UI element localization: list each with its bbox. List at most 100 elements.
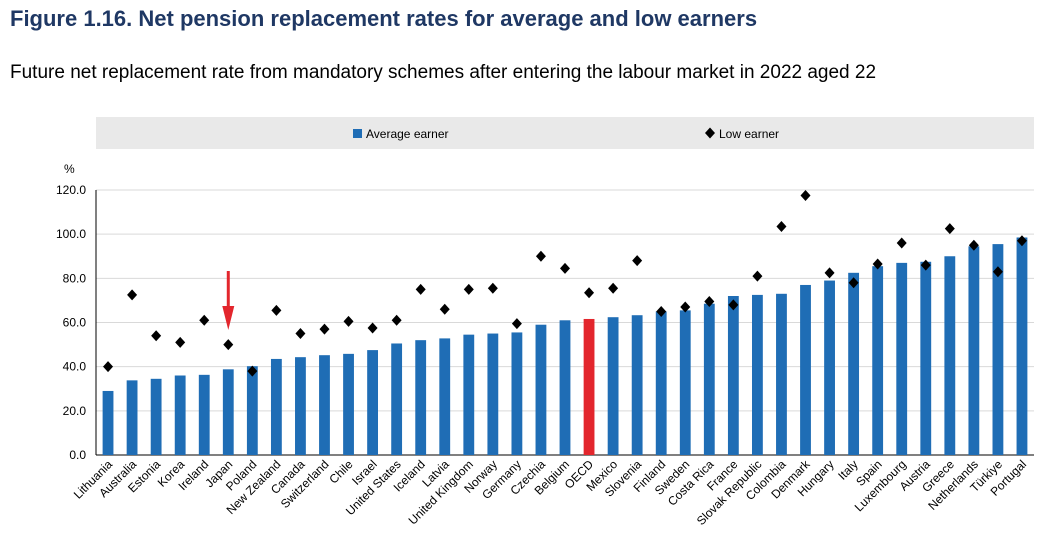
marker-low-earner: [175, 336, 186, 348]
bar-average-earner: [198, 374, 210, 455]
marker-low-earner: [968, 239, 979, 251]
marker-low-earner: [896, 237, 907, 249]
y-tick-label: 60.0: [63, 316, 87, 330]
bar-average-earner: [270, 358, 282, 455]
marker-low-earner: [271, 304, 282, 316]
marker-low-earner: [439, 303, 450, 315]
bar-average-earner: [102, 390, 114, 455]
marker-low-earner: [632, 255, 643, 267]
annotation-arrow: [222, 271, 235, 330]
marker-low-earner: [199, 314, 210, 326]
x-tick-label: Chile: [326, 457, 355, 486]
marker-low-earner: [920, 259, 931, 271]
marker-low-earner: [752, 270, 763, 282]
marker-low-earner: [367, 322, 378, 334]
bar-average-earner: [896, 262, 908, 455]
bar-average-earner: [631, 315, 643, 455]
bar-average-earner: [920, 261, 932, 455]
markers-low-earner: [103, 190, 1027, 377]
marker-low-earner: [151, 330, 162, 342]
bar-average-earner: [439, 338, 451, 455]
bar-average-earner: [655, 311, 667, 455]
bar-average-earner: [583, 318, 595, 455]
figure-subtitle: Future net replacement rate from mandato…: [10, 62, 877, 83]
marker-low-earner: [463, 283, 474, 295]
bar-average-earner: [487, 333, 499, 455]
y-tick-label: 40.0: [63, 360, 87, 374]
bar-average-earner: [463, 334, 475, 455]
bar-average-earner: [246, 366, 258, 455]
marker-low-earner: [319, 323, 330, 335]
legend-swatch-low-earner: [705, 127, 715, 139]
bar-average-earner: [968, 246, 980, 455]
marker-low-earner: [223, 339, 234, 351]
y-tick-label: 100.0: [56, 227, 86, 241]
marker-low-earner: [704, 296, 715, 308]
y-tick-label: 120.0: [56, 183, 86, 197]
bars-average-earner: [102, 237, 1028, 455]
marker-low-earner: [776, 220, 787, 232]
marker-low-earner: [343, 315, 354, 327]
marker-low-earner: [487, 282, 498, 294]
bar-average-earner: [944, 256, 956, 455]
y-tick-label: 80.0: [63, 271, 87, 285]
y-axis-ticks: 0.0 20.0 40.0 60.0 80.0 100.0 120.0: [56, 183, 86, 462]
marker-low-earner: [800, 190, 811, 202]
bar-average-earner: [992, 244, 1004, 455]
marker-low-earner: [415, 283, 426, 295]
bar-average-earner: [872, 266, 884, 455]
figure-title: Figure 1.16. Net pension replacement rat…: [10, 6, 758, 31]
bar-average-earner: [607, 317, 619, 455]
bar-average-earner: [222, 369, 234, 455]
marker-low-earner: [872, 258, 883, 270]
y-axis-unit: %: [64, 162, 75, 176]
bar-average-earner: [559, 320, 571, 455]
legend-swatch-average-earner: [353, 129, 362, 138]
bar-average-earner: [800, 284, 811, 455]
marker-low-earner: [391, 314, 402, 326]
marker-low-earner: [247, 365, 258, 377]
marker-low-earner: [560, 262, 570, 274]
marker-low-earner: [824, 267, 835, 279]
bar-average-earner: [511, 332, 523, 455]
x-axis-labels: LithuaniaAustraliaEstoniaKoreaIrelandJap…: [71, 457, 1029, 528]
marker-low-earner: [848, 277, 859, 289]
marker-low-earner: [295, 328, 306, 340]
marker-low-earner: [127, 289, 138, 301]
y-tick-label: 0.0: [69, 448, 86, 462]
legend-label-average-earner: Average earner: [366, 127, 449, 141]
legend-box: [96, 117, 1034, 149]
bar-average-earner: [126, 380, 138, 455]
bar-average-earner: [319, 355, 330, 455]
marker-low-earner: [103, 361, 114, 373]
bar-average-earner: [727, 296, 739, 455]
bar-average-earner: [391, 343, 403, 455]
bar-average-earner: [295, 357, 306, 455]
marker-low-earner: [680, 301, 691, 313]
bar-average-earner: [703, 303, 715, 455]
bar-average-earner: [824, 280, 835, 455]
bar-average-earner: [150, 378, 162, 455]
bar-average-earner: [776, 293, 787, 455]
bar-average-earner: [535, 324, 547, 455]
marker-low-earner: [608, 282, 619, 294]
bar-average-earner: [751, 294, 763, 455]
bar-average-earner: [679, 310, 691, 455]
bar-average-earner: [367, 350, 379, 455]
bar-average-earner: [848, 272, 860, 455]
bar-average-earner: [174, 375, 186, 455]
bar-average-earner: [343, 353, 354, 455]
marker-low-earner: [511, 318, 522, 330]
bar-average-earner: [1016, 237, 1028, 455]
marker-low-earner: [656, 305, 667, 317]
arrow-head: [222, 306, 235, 330]
marker-low-earner: [535, 250, 546, 262]
bar-average-earner: [415, 340, 427, 455]
y-tick-label: 20.0: [63, 404, 87, 418]
marker-low-earner: [1016, 235, 1027, 247]
legend-label-low-earner: Low earner: [719, 127, 779, 141]
marker-low-earner: [992, 266, 1003, 278]
marker-low-earner: [728, 299, 739, 311]
marker-low-earner: [584, 287, 595, 299]
